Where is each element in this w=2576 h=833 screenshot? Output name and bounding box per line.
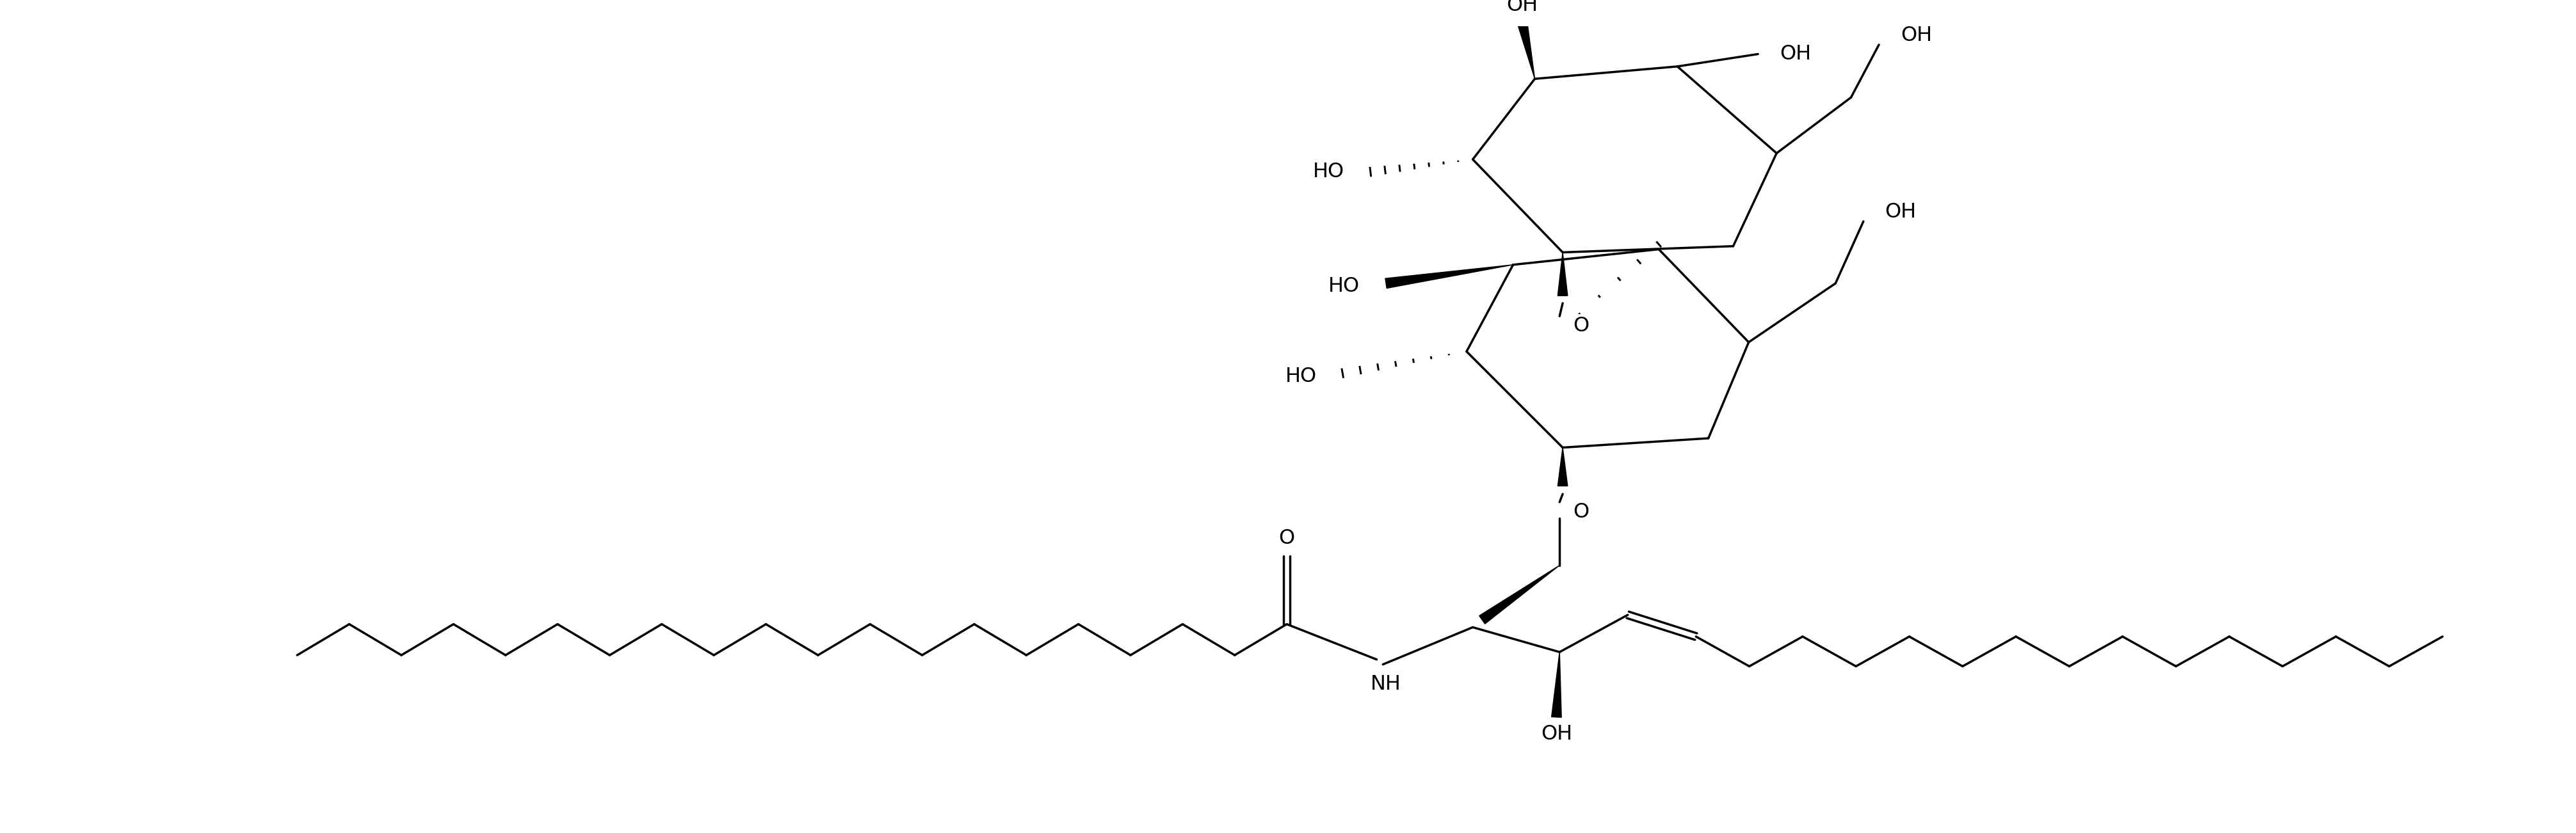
Polygon shape <box>1386 265 1512 288</box>
Text: O: O <box>1574 317 1589 336</box>
Polygon shape <box>1479 566 1558 624</box>
Text: OH: OH <box>1780 44 1811 64</box>
Text: O: O <box>1574 502 1589 522</box>
Polygon shape <box>1558 252 1569 296</box>
Text: OH: OH <box>1540 725 1571 745</box>
Text: OH: OH <box>1901 26 1932 45</box>
Polygon shape <box>1517 22 1535 79</box>
Polygon shape <box>1551 652 1561 717</box>
Text: NH: NH <box>1370 675 1401 694</box>
Text: HO: HO <box>1329 277 1360 297</box>
Text: O: O <box>1278 529 1296 549</box>
Text: HO: HO <box>1285 367 1316 387</box>
Text: OH: OH <box>1886 202 1917 222</box>
Text: HO: HO <box>1314 162 1345 182</box>
Polygon shape <box>1558 447 1569 486</box>
Text: OH: OH <box>1507 0 1538 16</box>
